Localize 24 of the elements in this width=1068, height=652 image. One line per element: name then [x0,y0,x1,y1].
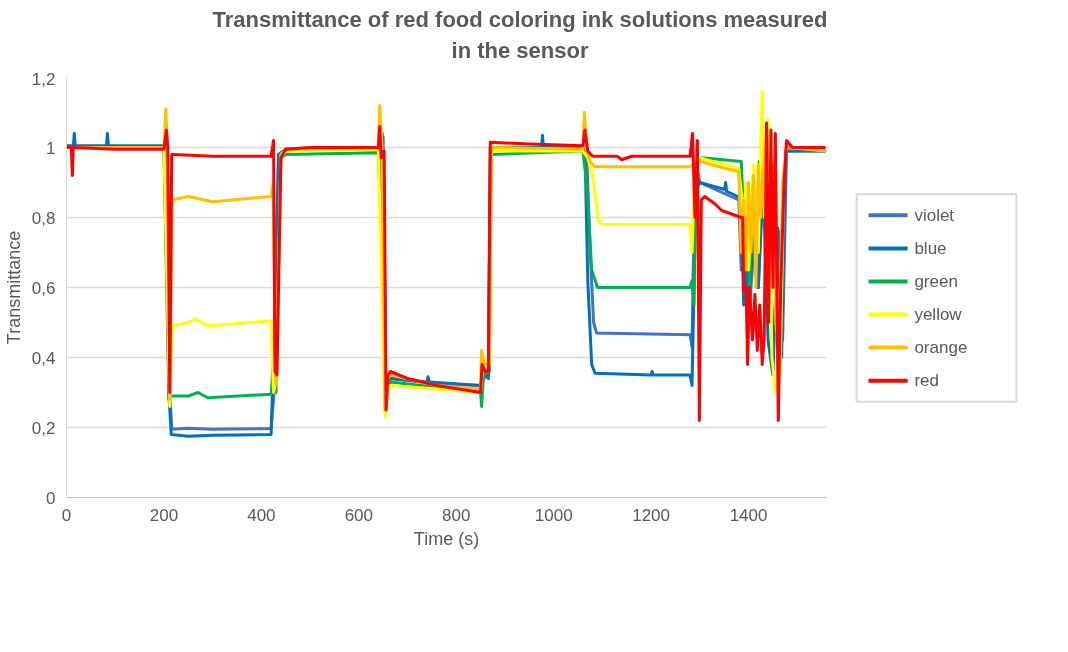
legend-label: yellow [914,304,963,324]
x-tick-label: 1400 [729,505,768,525]
y-tick-label: 1 [46,138,56,158]
legend-label: violet [914,205,955,225]
x-tick-label: 800 [442,505,471,525]
y-tick-label: 1,2 [31,69,56,89]
y-tick-label: 0,8 [31,208,56,228]
y-tick-label: 0,6 [31,278,56,298]
legend-label: green [914,271,958,291]
y-tick-label: 0 [46,488,56,508]
y-tick-label: 0,2 [31,418,56,438]
x-tick-label: 1000 [534,505,573,525]
chart-title: Transmittance of red food coloring ink solutions measured in the sensor [211,6,829,65]
legend-label: blue [914,238,947,258]
x-tick-label: 400 [247,505,276,525]
legend-label: red [914,370,939,390]
legend-label: orange [914,337,968,357]
x-tick-label: 200 [149,505,179,525]
x-axis-title: Time (s) [413,528,480,549]
x-tick-label: 0 [61,505,72,525]
x-tick-label: 1200 [632,505,671,525]
y-axis-title: Transmittance [3,230,24,344]
x-tick-label: 600 [344,505,373,525]
y-tick-label: 0,4 [31,348,56,368]
